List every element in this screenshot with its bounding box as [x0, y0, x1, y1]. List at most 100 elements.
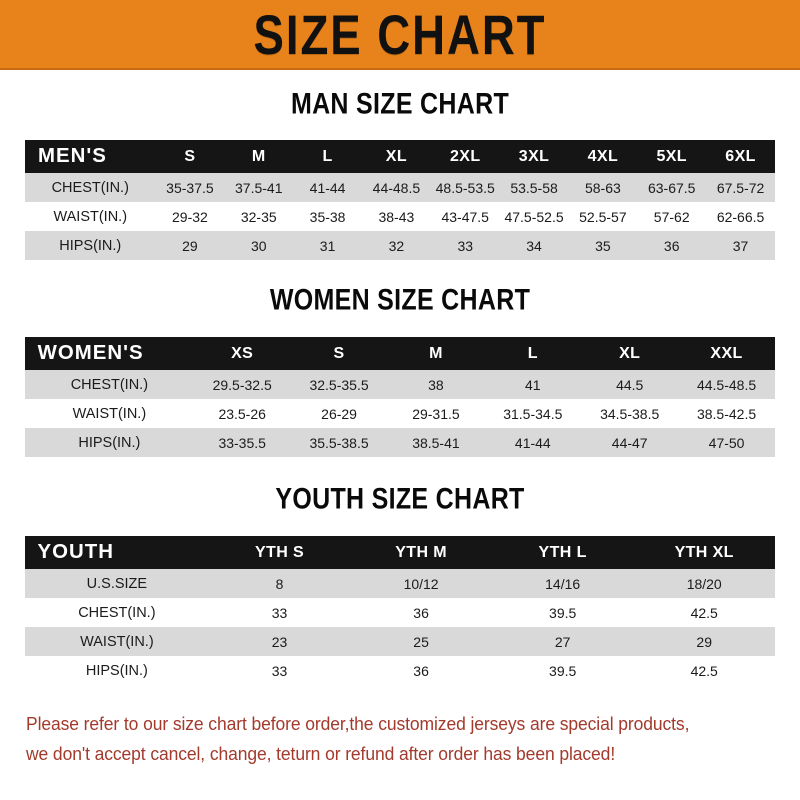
women-col-header: XXL — [710, 344, 743, 362]
man-col-header: 6XL — [725, 147, 756, 165]
table-row: HIPS(IN.) 33-35.5 35.5-38.5 38.5-41 41-4… — [25, 428, 775, 457]
women-cell: 35.5-38.5 — [290, 428, 388, 457]
youth-cell: 29 — [633, 627, 775, 656]
women-cell: 41-44 — [484, 428, 582, 457]
man-col-header: 4XL — [587, 147, 619, 165]
women-cell: 38.5-41 — [387, 428, 485, 457]
youth-row-label: U.S.SIZE — [25, 569, 209, 598]
table-row: CHEST(IN.) 35-37.5 37.5-41 41-44 44-48.5… — [25, 173, 775, 202]
order-policy-line-1: Please refer to our size chart before or… — [26, 713, 690, 735]
youth-cell: 10/12 — [350, 569, 492, 598]
man-col-header: M — [251, 147, 266, 165]
women-cell: 23.5-26 — [193, 399, 291, 428]
women-size-table: WOMEN'S XS S M L XL XXL CHEST(IN.) 29.5-… — [25, 337, 775, 457]
women-cell: 47-50 — [678, 428, 775, 457]
man-col-header: 2XL — [449, 147, 481, 165]
youth-row-label: CHEST(IN.) — [25, 598, 209, 627]
man-cell: 29 — [155, 231, 225, 260]
man-cell: 58-63 — [568, 173, 638, 202]
man-cell: 35-37.5 — [155, 173, 225, 202]
table-row: WAIST(IN.) 23 25 27 29 — [25, 627, 775, 656]
man-size-table: MEN'S S M L XL 2XL 3XL 4XL 5XL 6XL CHEST… — [25, 140, 775, 260]
man-col-header: L — [322, 147, 333, 165]
man-cell: 35-38 — [293, 202, 362, 231]
youth-row-label: HIPS(IN.) — [25, 656, 209, 685]
women-cell: 29-31.5 — [387, 399, 485, 428]
man-section-title: MAN SIZE CHART — [290, 87, 510, 121]
order-policy-note: Please refer to our size chart before or… — [26, 709, 774, 769]
man-col-header: XL — [385, 147, 408, 165]
youth-cell: 23 — [208, 627, 351, 656]
women-cell: 44.5 — [581, 370, 679, 399]
youth-size-chart: YOUTH YTH S YTH M YTH L YTH XL U.S.SIZE … — [25, 536, 775, 685]
man-row-label: CHEST(IN.) — [25, 173, 156, 202]
man-col-header: S — [184, 147, 196, 165]
table-row: CHEST(IN.) 29.5-32.5 32.5-35.5 38 41 44.… — [25, 370, 775, 399]
youth-col-header: YTH XL — [674, 543, 734, 561]
man-cell: 29-32 — [155, 202, 225, 231]
women-cell: 31.5-34.5 — [484, 399, 582, 428]
table-row: WAIST(IN.) 23.5-26 26-29 29-31.5 31.5-34… — [25, 399, 775, 428]
women-cell: 38 — [387, 370, 485, 399]
banner-title: SIZE CHART — [253, 2, 547, 66]
table-row: WAIST(IN.) 29-32 32-35 35-38 38-43 43-47… — [25, 202, 775, 231]
youth-table-head: YOUTH YTH S YTH M YTH L YTH XL — [25, 536, 775, 569]
women-row-label: CHEST(IN.) — [25, 370, 194, 399]
table-row: CHEST(IN.) 33 36 39.5 42.5 — [25, 598, 775, 627]
youth-cell: 8 — [208, 569, 351, 598]
man-cell: 33 — [430, 231, 500, 260]
women-cell: 32.5-35.5 — [290, 370, 388, 399]
women-col-header: L — [527, 344, 538, 362]
man-cell: 62-66.5 — [706, 202, 775, 231]
women-cell: 33-35.5 — [193, 428, 291, 457]
women-cell: 41 — [484, 370, 582, 399]
women-cell: 44.5-48.5 — [678, 370, 775, 399]
table-row: HIPS(IN.) 29 30 31 32 33 34 35 36 37 — [25, 231, 775, 260]
women-col-header: M — [429, 344, 443, 362]
man-table-head: MEN'S S M L XL 2XL 3XL 4XL 5XL 6XL — [25, 140, 775, 173]
youth-table-body: U.S.SIZE 8 10/12 14/16 18/20 CHEST(IN.) … — [25, 569, 775, 685]
youth-size-table: YOUTH YTH S YTH M YTH L YTH XL U.S.SIZE … — [25, 536, 775, 685]
youth-cell: 25 — [350, 627, 492, 656]
youth-row-head-label: YOUTH — [37, 541, 114, 563]
man-cell: 38-43 — [361, 202, 431, 231]
women-cell: 29.5-32.5 — [193, 370, 291, 399]
man-col-header: 3XL — [518, 147, 550, 165]
youth-row-label: WAIST(IN.) — [25, 627, 209, 656]
youth-col-header: YTH L — [538, 543, 587, 561]
table-row: HIPS(IN.) 33 36 39.5 42.5 — [25, 656, 775, 685]
man-cell: 31 — [293, 231, 362, 260]
women-cell: 44-47 — [581, 428, 679, 457]
women-col-header: S — [333, 344, 345, 362]
women-cell: 26-29 — [290, 399, 388, 428]
women-row-label: HIPS(IN.) — [25, 428, 194, 457]
youth-cell: 33 — [208, 598, 351, 627]
man-cell: 53.5-58 — [499, 173, 569, 202]
women-col-header: XS — [231, 344, 254, 362]
order-policy-line-2: we don't accept cancel, change, teturn o… — [26, 743, 616, 765]
youth-cell: 33 — [208, 656, 351, 685]
man-cell: 43-47.5 — [430, 202, 500, 231]
youth-col-header: YTH S — [254, 543, 305, 561]
youth-cell: 18/20 — [633, 569, 775, 598]
page-banner: SIZE CHART — [0, 0, 800, 70]
man-size-chart: MEN'S S M L XL 2XL 3XL 4XL 5XL 6XL CHEST… — [25, 140, 775, 260]
man-cell: 36 — [637, 231, 707, 260]
youth-cell: 42.5 — [633, 656, 775, 685]
women-cell: 38.5-42.5 — [678, 399, 775, 428]
man-col-header: 5XL — [656, 147, 687, 165]
man-cell: 52.5-57 — [568, 202, 638, 231]
man-cell: 32 — [361, 231, 431, 260]
man-cell: 37.5-41 — [224, 173, 294, 202]
youth-cell: 42.5 — [633, 598, 775, 627]
man-row-label: WAIST(IN.) — [25, 202, 156, 231]
man-cell: 67.5-72 — [706, 173, 775, 202]
man-cell: 48.5-53.5 — [430, 173, 500, 202]
women-table-body: CHEST(IN.) 29.5-32.5 32.5-35.5 38 41 44.… — [25, 370, 775, 457]
man-cell: 47.5-52.5 — [499, 202, 569, 231]
man-cell: 41-44 — [293, 173, 362, 202]
youth-cell: 27 — [491, 627, 634, 656]
youth-header-row: YOUTH YTH S YTH M YTH L YTH XL — [25, 536, 775, 569]
women-section-title: WOMEN SIZE CHART — [269, 283, 531, 317]
